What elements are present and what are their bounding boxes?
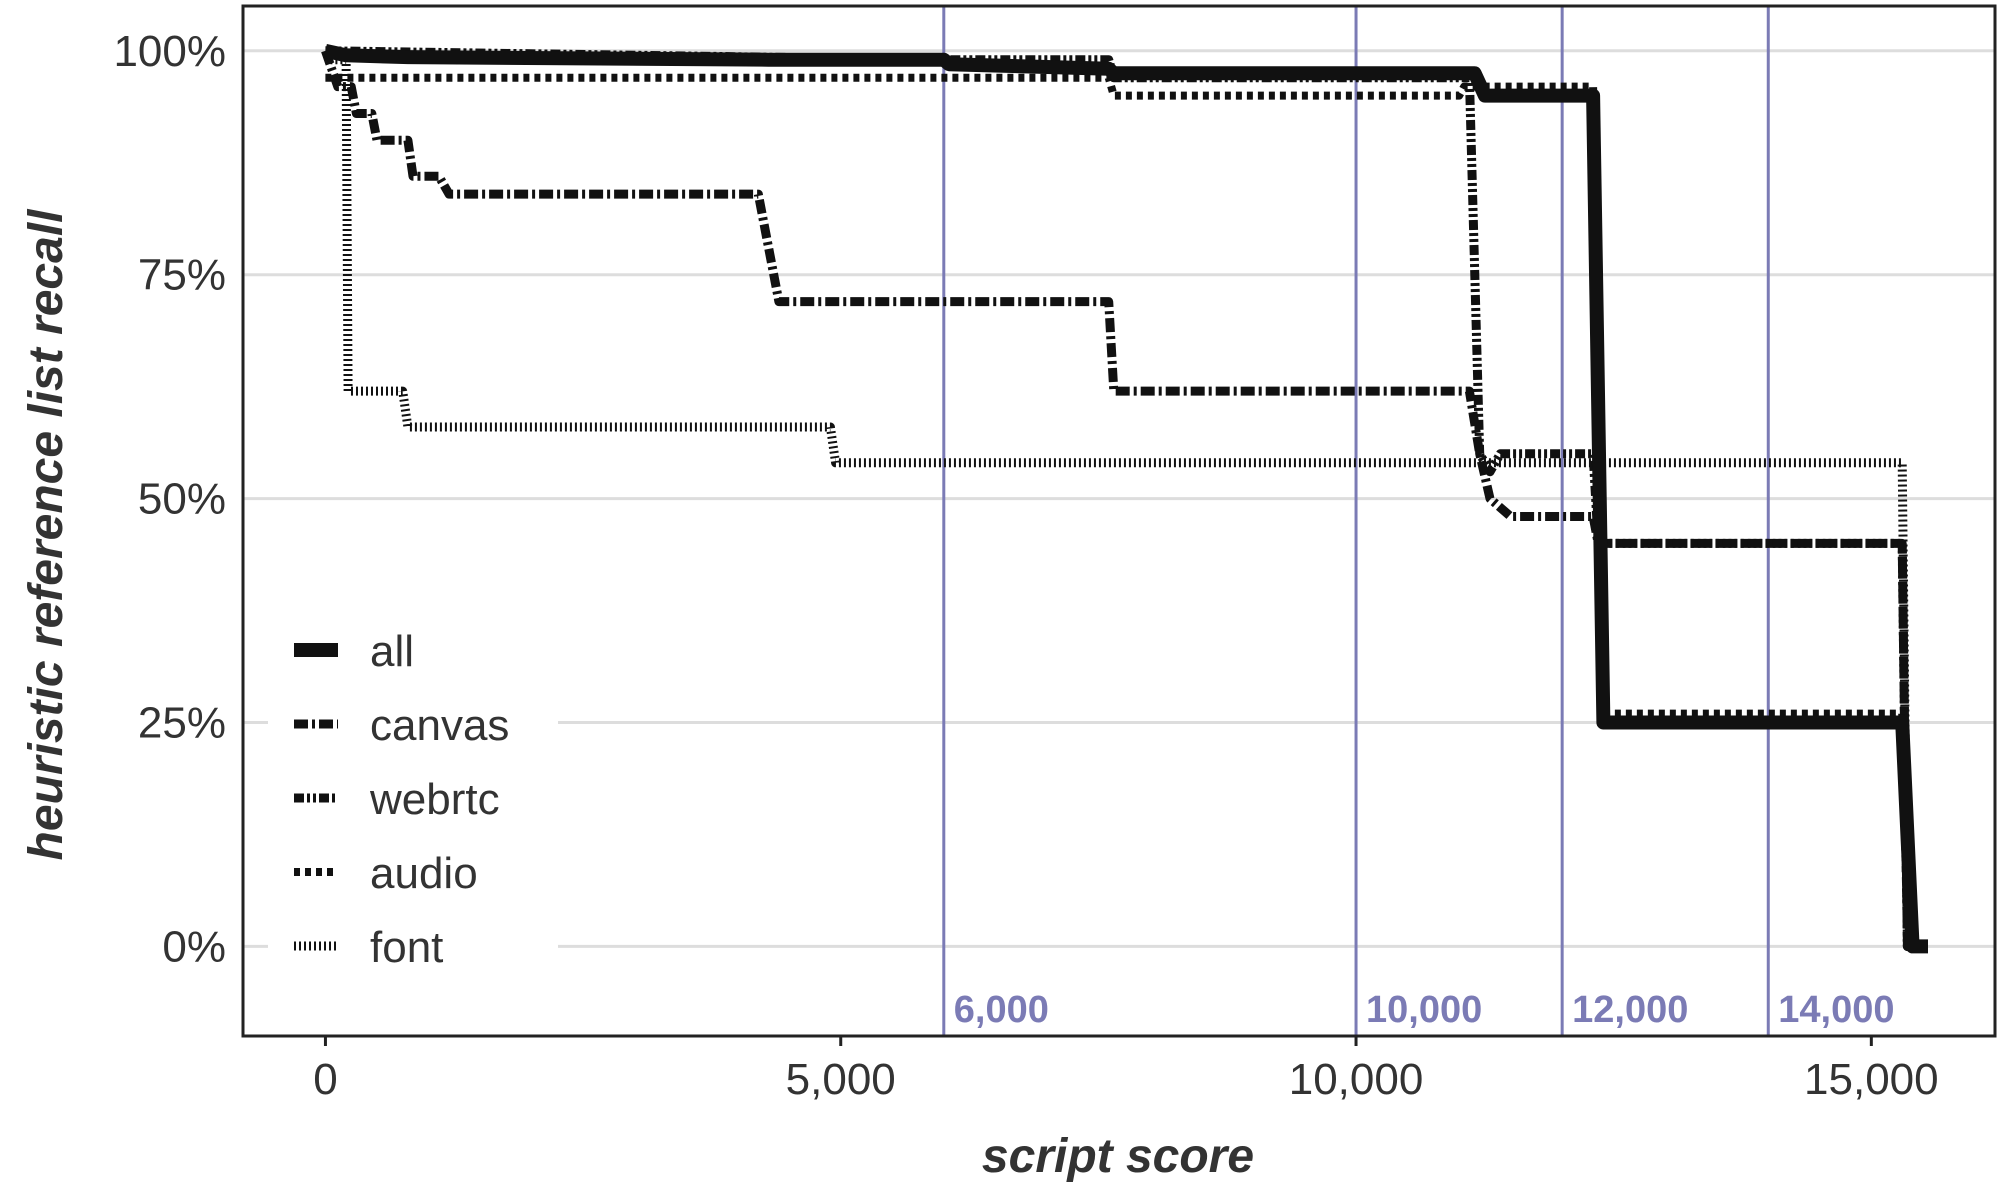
legend-label-all: all: [370, 627, 414, 676]
reference-lines: 6,000 10,000 12,000 14,000: [942, 6, 1895, 1036]
x-axis-ticks: 0 5,000 10,000 15,000: [313, 1036, 1939, 1104]
legend-label-font: font: [370, 923, 443, 972]
legend-label-webrtc: webrtc: [369, 775, 500, 824]
y-tick-label: 100%: [113, 27, 226, 76]
series-line-font: [325, 55, 1923, 951]
legend-label-canvas: canvas: [370, 701, 509, 750]
x-tick-label: 5,000: [786, 1055, 896, 1104]
x-tick-label: 10,000: [1289, 1055, 1424, 1104]
series-group: [321, 43, 1928, 954]
y-axis-title: heuristic reference list recall: [20, 208, 73, 861]
x-tick-label: 0: [313, 1055, 337, 1104]
series-line-canvas: [321, 49, 1923, 951]
series-line-all: [323, 43, 1928, 954]
legend-label-audio: audio: [370, 849, 478, 898]
x-tick-label: 15,000: [1804, 1055, 1939, 1104]
y-axis-ticks: 0% 25% 50% 75% 100%: [113, 27, 226, 972]
reference-line-label: 6,000: [954, 989, 1049, 1031]
series-line-webrtc: [325, 46, 1923, 951]
y-tick-label: 50%: [138, 475, 226, 524]
series-line-audio: [325, 73, 1923, 951]
reference-line-label: 10,000: [1366, 989, 1482, 1031]
reference-line-label: 14,000: [1778, 989, 1894, 1031]
legend-background: [268, 610, 558, 965]
x-axis-title: script score: [982, 1130, 1254, 1183]
y-tick-label: 0%: [162, 922, 226, 971]
legend: all canvas webrtc audio font: [268, 610, 558, 972]
y-tick-label: 25%: [138, 699, 226, 748]
reference-line-label: 12,000: [1572, 989, 1688, 1031]
y-tick-label: 75%: [138, 251, 226, 300]
plot-frame: [241, 4, 1997, 1038]
